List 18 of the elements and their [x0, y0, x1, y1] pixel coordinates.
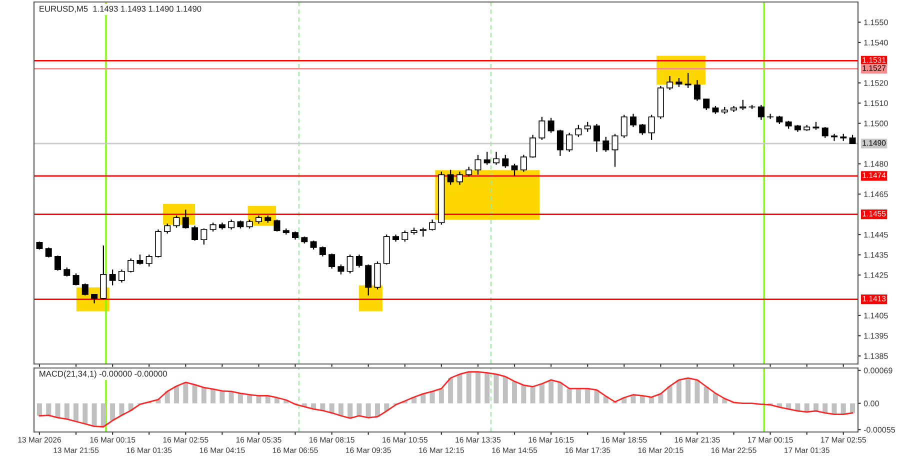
y-tick-label: 1.1405	[864, 312, 888, 318]
y-tick-label: 1.1425	[864, 272, 888, 278]
y-tick-label: 1.1540	[864, 40, 888, 46]
y-tick-label: 1.1465	[864, 191, 888, 198]
y-tick-label: 1.1385	[864, 353, 888, 359]
y-tick-label: 1.1395	[864, 332, 888, 339]
y-tick-label: 1.1435	[864, 252, 888, 258]
y-tick-label: 1.1445	[864, 232, 888, 238]
y-tick-label: 1.1550	[864, 20, 888, 26]
y-tick-label: 0.00069	[864, 368, 892, 374]
y-tick-label: 1.1520	[864, 80, 888, 86]
y-tick-label: 1.1510	[864, 100, 888, 106]
y-tick-label: 0.00	[864, 400, 879, 406]
chart-title: EURUSD,M5 1.1493 1.1493 1.1490 1.1490	[40, 6, 202, 13]
chart-title: MACD(21,34,1) -0.00000 -0.00000	[40, 370, 167, 378]
y-tick-label: -0.00055	[864, 426, 896, 433]
y-tick-label: 1.1480	[864, 161, 888, 167]
y-tick-label: 1.1500	[864, 120, 888, 126]
